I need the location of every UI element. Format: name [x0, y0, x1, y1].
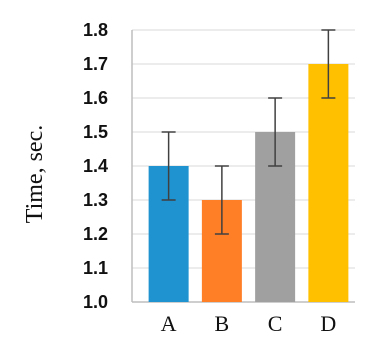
y-tick-label: 1.1: [83, 258, 108, 278]
error-bars: [161, 29, 336, 235]
y-tick-label: 1.2: [83, 224, 108, 244]
error-bar-c: [268, 97, 283, 167]
y-tick-label: 1.4: [83, 156, 108, 176]
y-tick-label: 1.6: [83, 88, 108, 108]
error-bar-b: [214, 165, 229, 235]
y-tick-label: 1.7: [83, 54, 108, 74]
x-category-label: C: [268, 311, 283, 336]
x-category-label: A: [161, 311, 177, 336]
y-axis-title: Time, sec.: [22, 125, 48, 223]
error-bar-a: [161, 131, 176, 201]
y-tick-labels: 1.0 1.1 1.2 1.3 1.4 1.5 1.6 1.7 1.8: [83, 20, 108, 312]
error-bar-d: [321, 29, 336, 99]
y-tick-label: 1.3: [83, 190, 108, 210]
bars: [148, 64, 349, 302]
y-tick-label: 1.0: [83, 292, 108, 312]
y-tick-label: 1.5: [83, 122, 108, 142]
bar-d: [308, 64, 349, 302]
x-category-labels: A B C D: [161, 311, 337, 336]
x-category-label: B: [215, 311, 230, 336]
y-tick-label: 1.8: [83, 20, 108, 40]
x-category-label: D: [320, 311, 336, 336]
